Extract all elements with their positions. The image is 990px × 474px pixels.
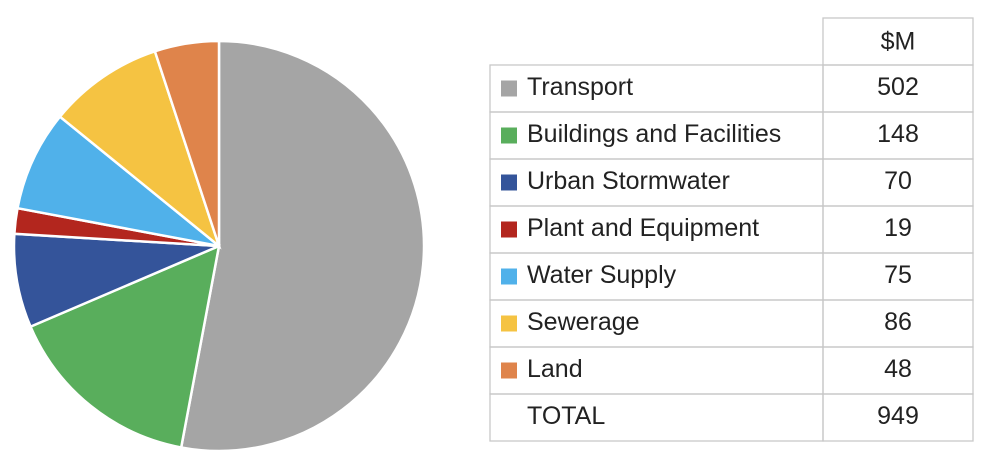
legend-label: Land <box>527 355 583 383</box>
legend-label: Sewerage <box>527 308 640 336</box>
legend-swatch <box>501 268 517 285</box>
legend-swatch <box>501 221 517 238</box>
total-label: TOTAL <box>527 402 605 430</box>
legend-label: Plant and Equipment <box>527 214 759 242</box>
legend-label: Transport <box>527 73 633 101</box>
value-cell: 148 <box>877 120 919 148</box>
legend-swatch <box>501 315 517 332</box>
legend-label: Urban Stormwater <box>527 167 730 195</box>
legend-swatch <box>501 362 517 379</box>
pie-slice <box>58 49 222 250</box>
value-cell: 502 <box>877 73 919 101</box>
pie-slice <box>153 39 221 247</box>
legend-swatch <box>501 80 517 97</box>
legend-swatch <box>501 174 517 191</box>
value-cell: 86 <box>884 308 912 336</box>
value-cell: 19 <box>884 214 912 242</box>
pie-slice <box>28 243 221 449</box>
value-cell: 75 <box>884 261 912 289</box>
pie-slice <box>16 114 220 248</box>
legend-label: Water Supply <box>527 261 677 289</box>
value-cell: 48 <box>884 355 912 383</box>
value-cell: 70 <box>884 167 912 195</box>
value-header: $M <box>881 28 916 56</box>
total-value: 949 <box>877 402 919 430</box>
pie-slice <box>179 39 426 453</box>
legend-swatch <box>501 127 517 144</box>
legend-label: Buildings and Facilities <box>527 120 781 148</box>
table-cell <box>822 393 974 442</box>
